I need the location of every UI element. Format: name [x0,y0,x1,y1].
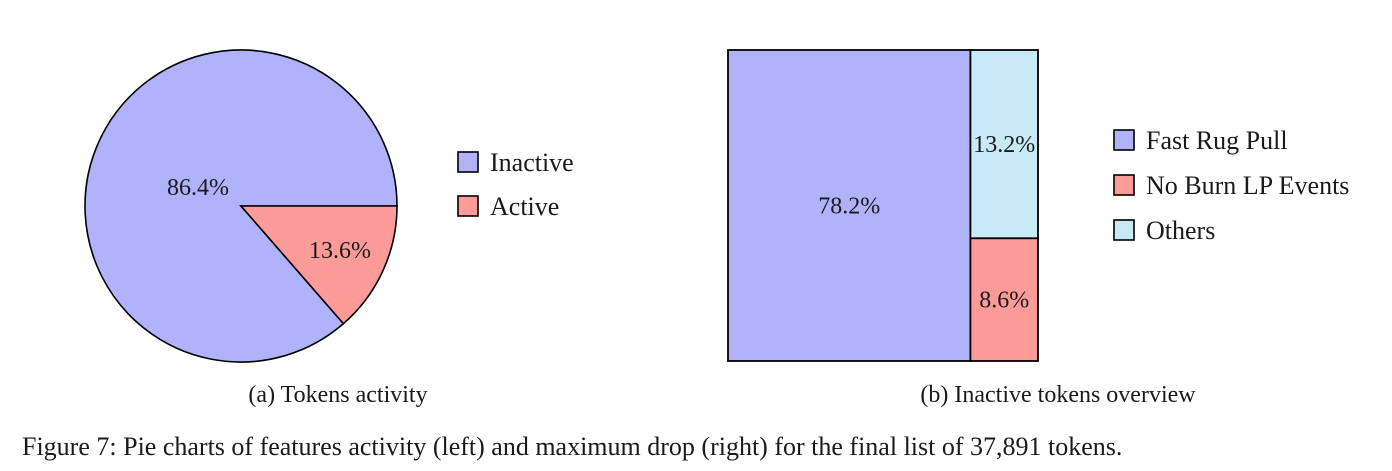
legend-swatch-active [457,195,479,217]
pie-value-label-active: 13.6% [309,238,371,264]
pie-caption: (a) Tokens activity [248,382,427,408]
pie-value-label-inactive: 86.4% [167,175,229,201]
figure-caption: Figure 7: Pie charts of features activit… [22,432,1122,461]
treemap-value-label-fast-rug-pull: 78.2% [818,194,880,220]
legend-label-fast-rug-pull: Fast Rug Pull [1146,126,1288,155]
pie-slice-active [239,205,398,325]
treemap-chart: 78.2% 13.2% 8.6% Fast Rug Pull No Burn LP E… [727,49,1349,408]
treemap-cell-no-burn-lp-events [969,237,1039,362]
legend-label-active: Active [490,192,559,221]
legend-swatch-inactive [457,151,479,173]
legend-swatch-others [1113,219,1135,241]
pie-legend: Inactive Active [457,148,574,221]
legend-label-inactive: Inactive [490,148,574,177]
treemap-cell-others [969,49,1039,240]
treemap-legend: Fast Rug Pull No Burn LP Events Others [1113,126,1349,245]
treemap-caption: (b) Inactive tokens overview [920,382,1196,408]
pie-slice-inactive [84,49,398,363]
legend-swatch-fast-rug-pull [1113,129,1135,151]
legend-label-others: Others [1146,216,1215,245]
treemap-cell-fast-rug-pull [727,49,972,362]
legend-label-no-burn-lp-events: No Burn LP Events [1146,171,1349,200]
pie-chart: 86.4% 13.6% Inactive Active (a) Tokens act… [84,49,574,408]
treemap-value-label-others: 13.2% [973,132,1035,158]
legend-swatch-no-burn-lp-events [1113,174,1135,196]
treemap-value-label-no-burn-lp-events: 8.6% [979,288,1029,314]
